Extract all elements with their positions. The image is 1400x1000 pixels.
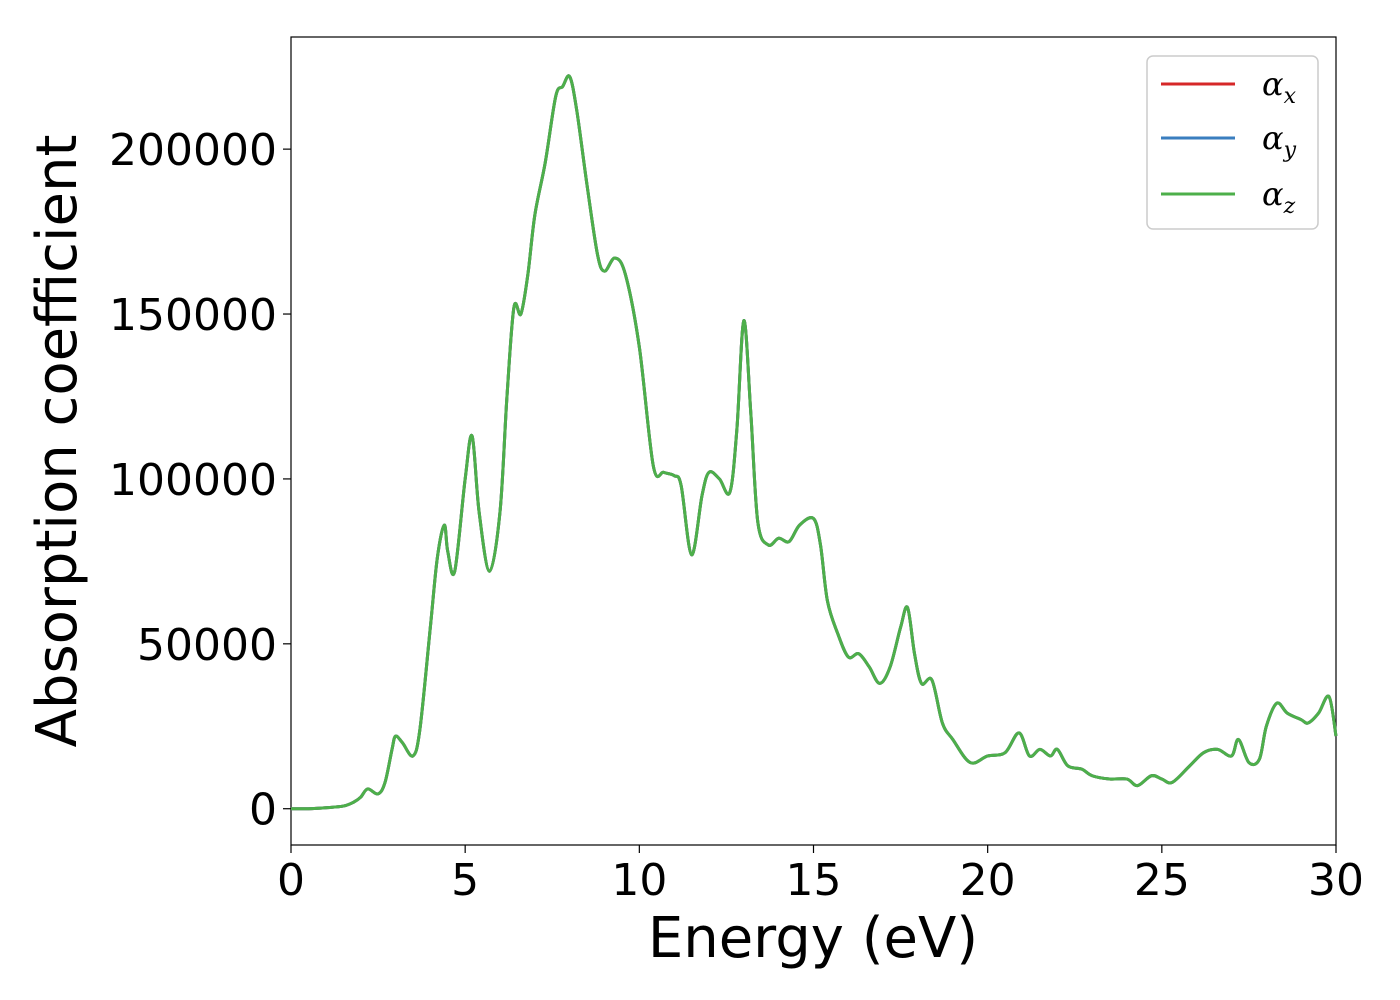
legend-label-subscript: x [1284,84,1297,109]
series-lines [290,74,1338,811]
legend-label-symbol: α [1262,119,1284,157]
legend-label-subscript: y [1283,138,1297,163]
x-axis: 0 5 10 15 20 25 30 [277,845,1364,906]
legend-label-alpha-x: αx [1262,65,1297,109]
x-tick-label: 20 [960,855,1016,906]
y-axis: 0 50000 100000 150000 200000 [109,125,291,836]
x-tick-label: 0 [277,855,305,906]
y-axis-title: Absorption coefficient [25,135,90,748]
legend-label-symbol: α [1262,175,1284,213]
x-tick-label: 25 [1134,855,1190,906]
y-tick-label: 150000 [109,290,277,341]
x-tick-label: 15 [786,855,842,906]
y-tick-label: 0 [249,785,277,836]
y-tick-label: 200000 [109,125,277,176]
legend-label-alpha-z: αz [1262,175,1296,219]
legend-label-symbol: α [1262,65,1284,103]
x-tick-label: 10 [611,855,667,906]
x-axis-title: Energy (eV) [648,906,978,971]
x-tick-label: 5 [451,855,479,906]
series-line-alpha-z [290,74,1338,811]
x-tick-label: 30 [1308,855,1364,906]
legend-label-alpha-y: αy [1262,119,1297,163]
legend-frame [1146,55,1319,230]
y-tick-label: 50000 [137,620,277,671]
y-tick-label: 100000 [109,455,277,506]
legend-label-subscript: z [1283,194,1296,219]
